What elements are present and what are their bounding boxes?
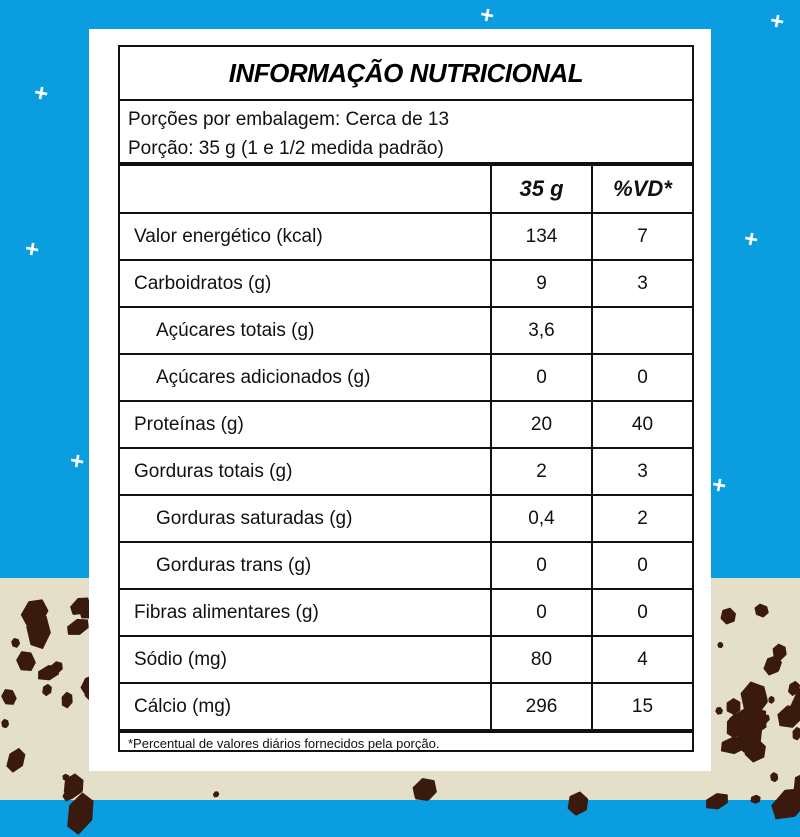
nutrient-name: Açúcares totais (g) bbox=[120, 307, 491, 355]
nutrient-name: Açúcares adicionados (g) bbox=[120, 354, 491, 402]
nutrient-amount: 0 bbox=[490, 542, 592, 590]
nutrient-name: Fibras alimentares (g) bbox=[120, 589, 491, 637]
nutrient-amount: 2 bbox=[490, 448, 592, 496]
nutrient-dv: 0 bbox=[591, 354, 692, 402]
nutrient-amount: 0 bbox=[490, 589, 592, 637]
serving-size: Porção: 35 g (1 e 1/2 medida padrão) bbox=[128, 138, 444, 159]
plus-icon: + bbox=[67, 446, 87, 477]
nutrient-name: Gorduras saturadas (g) bbox=[120, 495, 491, 543]
header-row: 35 g %VD* bbox=[120, 166, 692, 214]
table-row: Açúcares totais (g) 3,6 bbox=[120, 307, 692, 355]
table-row: Valor energético (kcal) 134 7 bbox=[120, 213, 692, 261]
nutrient-dv: 2 bbox=[591, 495, 692, 543]
nutrient-amount: 20 bbox=[490, 401, 592, 449]
nutrient-amount: 134 bbox=[490, 213, 592, 261]
nutrient-dv: 0 bbox=[591, 589, 692, 637]
table-row: Gorduras totais (g) 2 3 bbox=[120, 448, 692, 496]
nutrient-dv: 40 bbox=[591, 401, 692, 449]
plus-icon: + bbox=[31, 78, 51, 109]
nutrient-name: Carboidratos (g) bbox=[120, 260, 491, 308]
header-nutrient bbox=[120, 166, 491, 214]
nutrient-amount: 0 bbox=[490, 354, 592, 402]
plus-icon: + bbox=[767, 6, 787, 37]
plus-icon: + bbox=[477, 0, 497, 31]
plus-icon: + bbox=[741, 224, 761, 255]
table-row: Cálcio (mg) 296 15 bbox=[120, 683, 692, 733]
header-amount: 35 g bbox=[490, 166, 592, 214]
plus-icon: + bbox=[22, 234, 42, 265]
nutrient-dv bbox=[591, 307, 692, 355]
nutrient-name: Valor energético (kcal) bbox=[120, 213, 491, 261]
nutrient-name: Cálcio (mg) bbox=[120, 683, 491, 733]
nutrient-dv: 15 bbox=[591, 683, 692, 733]
nutrient-dv: 3 bbox=[591, 448, 692, 496]
nutrient-name: Proteínas (g) bbox=[120, 401, 491, 449]
plus-icon: + bbox=[709, 470, 729, 501]
nutrient-dv: 0 bbox=[591, 542, 692, 590]
nutrient-dv: 4 bbox=[591, 636, 692, 684]
nutrient-amount: 0,4 bbox=[490, 495, 592, 543]
table-row: Fibras alimentares (g) 0 0 bbox=[120, 589, 692, 637]
table-row: Gorduras saturadas (g) 0,4 2 bbox=[120, 495, 692, 543]
nutrient-amount: 296 bbox=[490, 683, 592, 733]
nutrient-dv: 7 bbox=[591, 213, 692, 261]
table-row: Proteínas (g) 20 40 bbox=[120, 401, 692, 449]
table-row: Açúcares adicionados (g) 0 0 bbox=[120, 354, 692, 402]
header-dv: %VD* bbox=[591, 166, 692, 214]
nutrition-facts-table: INFORMAÇÃO NUTRICIONAL Porções por embal… bbox=[118, 45, 694, 752]
table-row: Sódio (mg) 80 4 bbox=[120, 636, 692, 684]
nutrient-amount: 80 bbox=[490, 636, 592, 684]
label-title: INFORMAÇÃO NUTRICIONAL bbox=[120, 47, 692, 101]
nutrient-dv: 3 bbox=[591, 260, 692, 308]
nutrient-amount: 9 bbox=[490, 260, 592, 308]
serving-info: Porções por embalagem: Cerca de 13 Porçã… bbox=[120, 101, 692, 166]
footnote: *Percentual de valores diários fornecido… bbox=[128, 736, 440, 751]
nutrient-amount: 3,6 bbox=[490, 307, 592, 355]
table-row: Carboidratos (g) 9 3 bbox=[120, 260, 692, 308]
nutrient-name: Gorduras trans (g) bbox=[120, 542, 491, 590]
nutrient-name: Sódio (mg) bbox=[120, 636, 491, 684]
servings-per-package: Porções por embalagem: Cerca de 13 bbox=[128, 109, 450, 130]
nutrient-name: Gorduras totais (g) bbox=[120, 448, 491, 496]
table-row: Gorduras trans (g) 0 0 bbox=[120, 542, 692, 590]
